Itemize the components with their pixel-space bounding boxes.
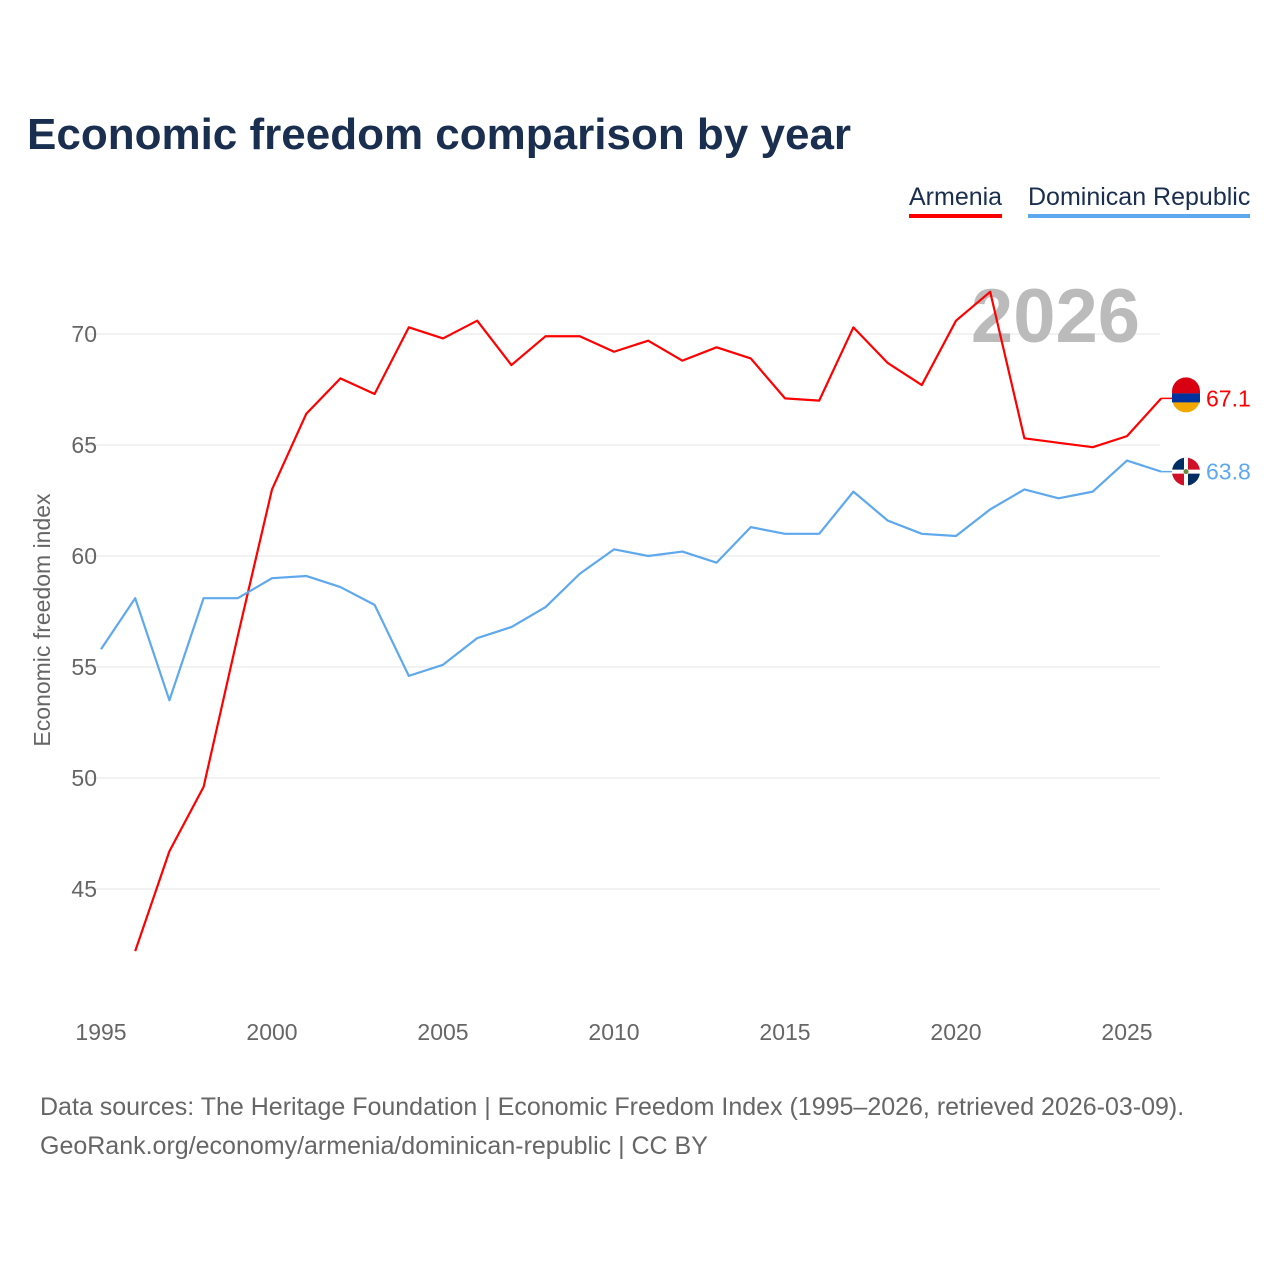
footer: Data sources: The Heritage Foundation | …	[40, 1088, 1184, 1166]
flag-quadrant	[1186, 471, 1200, 486]
x-tick-label: 2020	[930, 1019, 981, 1045]
year-watermark: 2026	[971, 274, 1140, 359]
legend-dominican-republic[interactable]: Dominican Republic	[1028, 183, 1251, 218]
flag-emblem	[1183, 469, 1189, 475]
end-value-label: 67.1	[1206, 385, 1251, 411]
source-link[interactable]: GeoRank.org/economy/armenia/dominican-re…	[40, 1132, 708, 1160]
x-tick-label: 2010	[588, 1019, 639, 1045]
x-tick-label: 2025	[1101, 1019, 1152, 1045]
y-tick-label: 60	[71, 543, 97, 569]
flag-quadrant	[1172, 457, 1186, 472]
flag-quadrant	[1186, 457, 1200, 472]
data-source-note: Data sources: The Heritage Foundation | …	[40, 1093, 1185, 1121]
flag-quadrant	[1172, 471, 1186, 486]
series-line-dominican-republic	[100, 459, 1162, 702]
flag-stripe	[1172, 377, 1200, 394]
end-value-label: 63.8	[1206, 459, 1251, 485]
y-tick-label: 65	[71, 432, 97, 458]
y-tick-label: 45	[71, 876, 97, 902]
y-axis-label: Economic freedom index	[29, 493, 55, 747]
y-tick-label: 50	[71, 765, 97, 791]
legend-armenia[interactable]: Armenia	[909, 183, 1003, 218]
series-line-armenia	[134, 290, 1163, 952]
x-tick-label: 2015	[759, 1019, 810, 1045]
flag-stripe	[1172, 393, 1200, 403]
y-tick-label: 55	[71, 654, 97, 680]
x-tick-label: 1995	[75, 1019, 126, 1045]
x-tick-label: 2000	[246, 1019, 297, 1045]
chart-title: Economic freedom comparison by year	[27, 110, 852, 159]
x-tick-label: 2005	[417, 1019, 468, 1045]
y-tick-label: 70	[71, 321, 97, 347]
